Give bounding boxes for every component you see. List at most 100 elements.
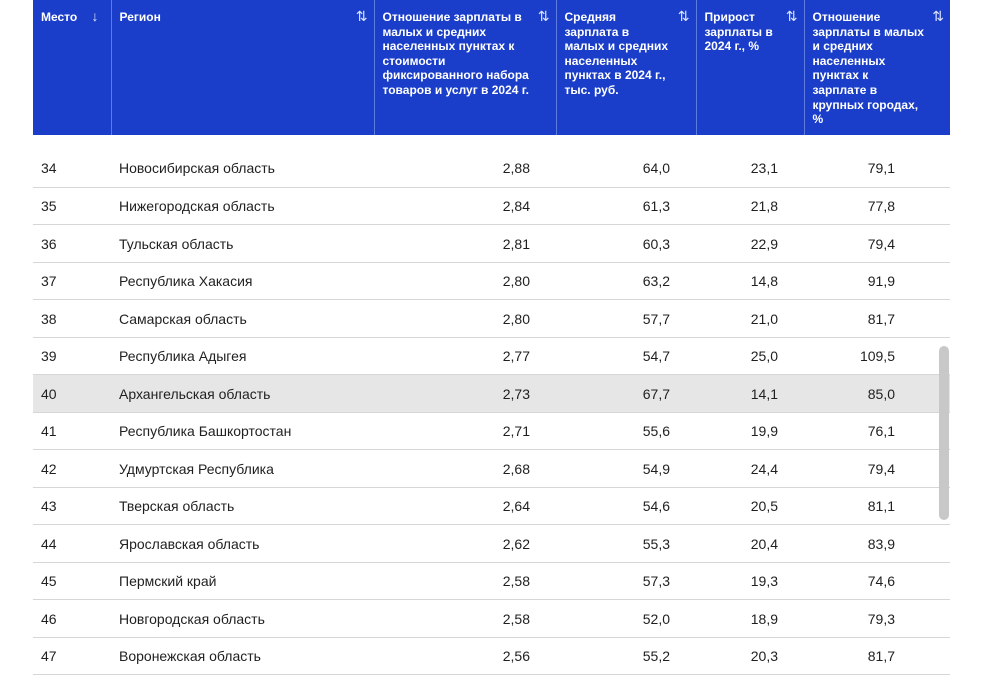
table-row[interactable]: 45 Пермский край 2,58 57,3 19,3 74,6 <box>33 562 950 601</box>
cell-share: 81,7 <box>804 299 950 338</box>
cell-share: 81,1 <box>804 487 950 526</box>
sort-toggle-icon[interactable]: ⇅ <box>785 8 798 24</box>
cell-share: 109,5 <box>804 337 950 376</box>
cell-share: 83,9 <box>804 524 950 563</box>
cell-ratio: 2,84 <box>374 187 556 226</box>
cell-region: Республика Адыгея <box>111 337 374 376</box>
column-header-region[interactable]: Регион ⇅ <box>111 0 375 135</box>
cell-place: 40 <box>33 374 111 413</box>
ranking-table: Место ↓ Регион ⇅ Отношение зарплаты в ма… <box>33 0 950 676</box>
table-row[interactable]: 37 Республика Хакасия 2,80 63,2 14,8 91,9 <box>33 262 950 301</box>
header-row: Место ↓ Регион ⇅ Отношение зарплаты в ма… <box>33 0 950 135</box>
table-row[interactable]: 40 Архангельская область 2,73 67,7 14,1 85,0 <box>33 374 950 413</box>
cell-region: Нижегородская область <box>111 187 374 226</box>
vertical-scrollbar-thumb[interactable] <box>939 346 949 520</box>
cell-region: Республика Башкортостан <box>111 412 374 451</box>
cell-salary: 54,9 <box>556 449 696 488</box>
cell-ratio: 2,77 <box>374 337 556 376</box>
cell-growth: 14,8 <box>696 262 804 301</box>
cell-share: 77,8 <box>804 187 950 226</box>
column-header-label: Прирост зарплаты в 2024 г., % <box>704 10 773 54</box>
cell-place: 35 <box>33 187 111 226</box>
header-spacer <box>33 134 950 150</box>
table-row[interactable]: 47 Воронежская область 2,56 55,2 20,3 81,7 <box>33 637 950 676</box>
cell-salary: 54,6 <box>556 487 696 526</box>
table-row[interactable]: 44 Ярославская область 2,62 55,3 20,4 83,9 <box>33 524 950 563</box>
cell-salary: 60,3 <box>556 224 696 263</box>
cell-share: 79,3 <box>804 599 950 638</box>
cell-salary: 52,0 <box>556 599 696 638</box>
table-row[interactable]: 46 Новгородская область 2,58 52,0 18,9 79,3 <box>33 599 950 638</box>
column-header-label: Отношение зарплаты в малых и средних нас… <box>382 10 529 97</box>
table-row[interactable]: 39 Республика Адыгея 2,77 54,7 25,0 109,5 <box>33 337 950 376</box>
ranking-table-container: Место ↓ Регион ⇅ Отношение зарплаты в ма… <box>33 0 950 691</box>
cell-salary: 63,2 <box>556 262 696 301</box>
cell-ratio: 2,58 <box>374 562 556 601</box>
cell-share: 81,7 <box>804 637 950 676</box>
cell-place: 38 <box>33 299 111 338</box>
table-row[interactable]: 41 Республика Башкортостан 2,71 55,6 19,9 76,… <box>33 412 950 451</box>
cell-salary: 57,7 <box>556 299 696 338</box>
cell-growth: 20,4 <box>696 524 804 563</box>
cell-place: 41 <box>33 412 111 451</box>
cell-ratio: 2,58 <box>374 599 556 638</box>
sort-toggle-icon[interactable]: ⇅ <box>537 8 550 24</box>
cell-salary: 55,6 <box>556 412 696 451</box>
cell-ratio: 2,81 <box>374 224 556 263</box>
cell-salary: 55,3 <box>556 524 696 563</box>
cell-region: Удмуртская Республика <box>111 449 374 488</box>
cell-region: Тверская область <box>111 487 374 526</box>
cell-share: 76,1 <box>804 412 950 451</box>
cell-region: Республика Хакасия <box>111 262 374 301</box>
cell-region: Тульская область <box>111 224 374 263</box>
column-header-label: Средняя зарплата в малых и средних насел… <box>564 10 669 97</box>
table-row[interactable]: 36 Тульская область 2,81 60,3 22,9 79,4 <box>33 224 950 263</box>
table-row[interactable]: 42 Удмуртская Республика 2,68 54,9 24,4 79,4 <box>33 449 950 488</box>
cell-growth: 18,9 <box>696 599 804 638</box>
cell-place: 45 <box>33 562 111 601</box>
cell-salary: 57,3 <box>556 562 696 601</box>
column-header-label: Регион <box>119 10 161 24</box>
column-header-salary[interactable]: Средняя зарплата в малых и средних насел… <box>556 0 697 135</box>
cell-place: 34 <box>33 149 111 188</box>
cell-ratio: 2,88 <box>374 149 556 188</box>
sort-toggle-icon[interactable]: ⇅ <box>355 8 368 24</box>
cell-share: 79,4 <box>804 224 950 263</box>
spacer-cell <box>33 134 950 150</box>
cell-place: 39 <box>33 337 111 376</box>
cell-ratio: 2,80 <box>374 262 556 301</box>
column-header-label: Место <box>41 10 78 24</box>
table-row[interactable]: 34 Новосибирская область 2,88 64,0 23,1 79,1 <box>33 149 950 188</box>
cell-share: 79,4 <box>804 449 950 488</box>
cell-ratio: 2,80 <box>374 299 556 338</box>
table-row[interactable]: 35 Нижегородская область 2,84 61,3 21,8 77,8 <box>33 187 950 226</box>
cell-growth: 19,3 <box>696 562 804 601</box>
column-header-share[interactable]: Отношение зарплаты в малых и средних нас… <box>804 0 950 135</box>
cell-ratio: 2,68 <box>374 449 556 488</box>
cell-share: 79,1 <box>804 149 950 188</box>
cell-salary: 55,2 <box>556 637 696 676</box>
cell-place: 46 <box>33 599 111 638</box>
cell-ratio: 2,56 <box>374 637 556 676</box>
sort-toggle-icon[interactable]: ⇅ <box>677 8 690 24</box>
column-header-ratio[interactable]: Отношение зарплаты в малых и средних нас… <box>374 0 557 135</box>
sort-descending-icon[interactable]: ↓ <box>91 8 99 24</box>
cell-salary: 64,0 <box>556 149 696 188</box>
cell-salary: 54,7 <box>556 337 696 376</box>
cell-ratio: 2,71 <box>374 412 556 451</box>
cell-place: 42 <box>33 449 111 488</box>
sort-toggle-icon[interactable]: ⇅ <box>932 8 944 24</box>
cell-share: 85,0 <box>804 374 950 413</box>
table-row[interactable]: 43 Тверская область 2,64 54,6 20,5 81,1 <box>33 487 950 526</box>
table-row[interactable]: 38 Самарская область 2,80 57,7 21,0 81,7 <box>33 299 950 338</box>
cell-growth: 14,1 <box>696 374 804 413</box>
column-header-growth[interactable]: Прирост зарплаты в 2024 г., % ⇅ <box>696 0 805 135</box>
column-header-place[interactable]: Место ↓ <box>33 0 112 135</box>
cell-place: 36 <box>33 224 111 263</box>
cell-place: 43 <box>33 487 111 526</box>
cell-growth: 20,5 <box>696 487 804 526</box>
cell-growth: 21,0 <box>696 299 804 338</box>
cell-region: Новосибирская область <box>111 149 374 188</box>
cell-place: 47 <box>33 637 111 676</box>
cell-growth: 23,1 <box>696 149 804 188</box>
